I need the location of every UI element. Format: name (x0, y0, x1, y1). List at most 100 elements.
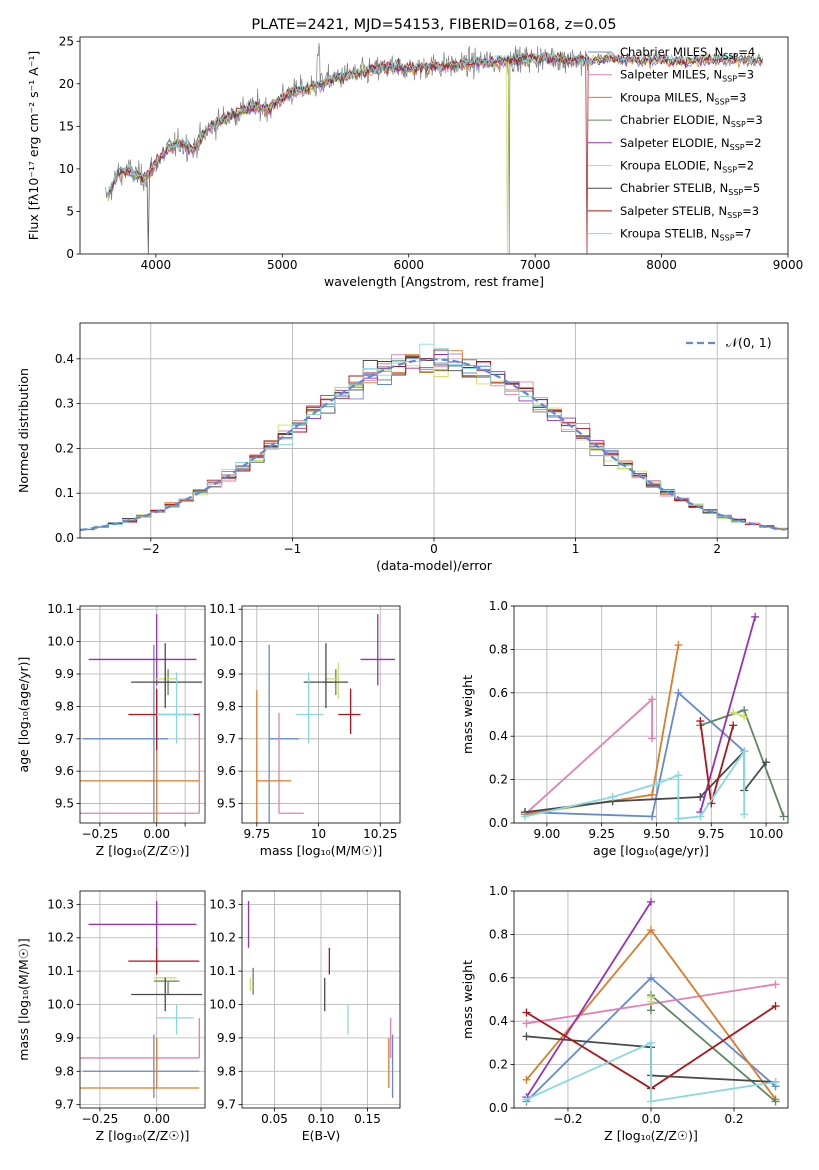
grid-lines (80, 891, 205, 1108)
data-point (325, 662, 339, 699)
y-tick-label: 9.9 (55, 667, 74, 681)
x-tick-label: 9000 (773, 258, 804, 272)
axes-frame: −0.25 0.00 9.5 9.6 9.7 9.8 9.9 10.0 10.1 Z [log₁₀… (16, 602, 206, 858)
weight-marker (674, 771, 683, 780)
x-tick-label: −0.25 (81, 827, 118, 841)
model-spectrum-line (107, 51, 763, 254)
data-point (131, 643, 203, 709)
plot-area (80, 901, 203, 1098)
weight-marker (648, 790, 657, 799)
y-tick-label: 9.6 (55, 764, 74, 778)
y-tick-label: 0.8 (489, 642, 508, 656)
data-point (80, 690, 200, 823)
legend-entry: Kroupa MILES, NSSP=3 (620, 90, 746, 106)
weight-marker (647, 973, 655, 982)
weight-marker (696, 792, 705, 801)
y-tick-label: 0.4 (55, 352, 74, 366)
x-axis-label: wavelength [Angstrom, rest frame] (324, 274, 544, 289)
x-tick-label: 9.75 (698, 827, 725, 841)
weight-series-line (525, 901, 652, 1098)
data-point (153, 980, 180, 995)
y-tick-label: 10.0 (209, 998, 236, 1012)
weight-marker (674, 814, 683, 823)
plot-area (104, 43, 764, 254)
y-tick-label: 9.9 (217, 667, 236, 681)
mass-vs-metallicity-panel: −0.25 0.00 9.7 9.8 9.9 10.0 10.1 10.2 10.3 Z [log… (16, 890, 206, 1143)
weight-marker (647, 1038, 655, 1047)
weight-marker (771, 1097, 780, 1106)
chart-title: PLATE=2421, MJD=54153, FIBERID=0168, z=0… (251, 17, 616, 33)
x-tick-label: 4000 (141, 258, 172, 272)
y-tick-label: 9.5 (217, 797, 236, 811)
y-tick-label: 0.6 (489, 686, 508, 700)
weight-marker (522, 1019, 531, 1028)
x-tick-label: 0 (430, 542, 438, 556)
legend-entry: Chabrier STELIB, NSSP=5 (620, 181, 760, 197)
weight-marker (522, 1095, 531, 1104)
data-point (80, 1037, 200, 1089)
x-tick-label: 10.25 (363, 827, 397, 841)
y-tick-label: 10.0 (209, 635, 236, 649)
weight-marker (779, 812, 788, 821)
weight-series-line (524, 749, 767, 813)
y-tick-label: 9.5 (55, 797, 74, 811)
y-tick-label: 0.2 (55, 441, 74, 455)
y-tick-label: 9.8 (55, 699, 74, 713)
y-axis-label: mass weight (460, 675, 475, 754)
legend-entry: Kroupa STELIB, NSSP=7 (620, 227, 751, 243)
data-point (131, 977, 203, 1012)
axes-frame: −0.2 0.0 0.2 0.0 0.2 0.4 0.6 0.8 1.0 Z [log₁₀(Z/Z… (460, 884, 789, 1143)
axes-frame: 0.05 0.10 0.15 9.7 9.8 9.9 10.0 10.1 10.2 10.3 E(B… (209, 890, 401, 1143)
y-tick-label: 0.4 (489, 729, 508, 743)
y-tick-label: 9.7 (55, 732, 74, 746)
y-tick-label: 1.0 (489, 884, 508, 898)
y-tick-label: 10.1 (209, 964, 236, 978)
weight-series-line (526, 1041, 776, 1103)
y-tick-label: 0.0 (55, 531, 74, 545)
data-point (88, 901, 197, 948)
y-tick-label: 9.7 (55, 1098, 74, 1112)
y-tick-label: 10 (59, 162, 74, 176)
x-tick-label: 10 (311, 827, 326, 841)
data-point (296, 672, 324, 744)
y-tick-label: 10.0 (47, 635, 74, 649)
weight-marker (729, 708, 738, 717)
legend-entry: Chabrier MILES, NSSP=4 (620, 45, 755, 61)
weight-marker (751, 612, 760, 621)
y-tick-label: 9.9 (55, 1031, 74, 1045)
plot-area (80, 614, 203, 823)
plot-area (80, 343, 788, 532)
y-tick-label: 9.9 (217, 1031, 236, 1045)
legend-entry: Chabrier ELODIE, NSSP=3 (620, 113, 763, 129)
y-tick-label: 20 (59, 77, 74, 91)
y-tick-label: 0.1 (55, 486, 74, 500)
y-axis-label: age [log₁₀(age/yr)] (16, 657, 31, 773)
weight-series-line (699, 616, 756, 813)
y-tick-label: 9.8 (55, 1064, 74, 1078)
spectrum-panel: 4000 5000 6000 7000 8000 9000 0 5 10 15 20 25 wavele… (26, 17, 803, 289)
x-tick-label: 0.00 (143, 1112, 170, 1126)
mass-vs-extinction-panel: 0.05 0.10 0.15 9.7 9.8 9.9 10.0 10.1 10.2 10.3 E(B… (209, 890, 401, 1143)
y-tick-label: 10.1 (209, 602, 236, 616)
axes-border (513, 605, 789, 824)
weight-marker (647, 1097, 655, 1106)
y-tick-label: 9.8 (217, 699, 236, 713)
y-tick-label: 0.8 (489, 927, 508, 941)
y-tick-label: 10.2 (47, 931, 74, 945)
axes-frame: −2 −1 0 1 2 0.0 0.1 0.2 0.3 0.4 (data-model)/error… (16, 322, 789, 573)
weight-marker (652, 779, 661, 788)
y-tick-label: 0.3 (55, 397, 74, 411)
y-axis-label: mass weight (460, 960, 475, 1039)
weight-vs-age-panel: 9.00 9.25 9.50 9.75 10.00 0.0 0.2 0.4 0.6 0.8 1.0 a… (460, 599, 789, 858)
axes-frame: 9.00 9.25 9.50 9.75 10.00 0.0 0.2 0.4 0.6 0.8 1.0 a… (460, 599, 789, 858)
data-point (268, 644, 299, 823)
data-point (128, 688, 200, 751)
weight-marker (648, 695, 657, 704)
y-axis-label: mass [log₁₀(M/M☉)] (16, 938, 31, 1060)
age-vs-metallicity-panel: −0.25 0.00 9.5 9.6 9.7 9.8 9.9 10.0 10.1 Z [log₁₀… (16, 602, 206, 858)
y-axis-label: Normed distribution (16, 368, 31, 493)
weight-marker (647, 897, 655, 906)
y-tick-label: 10.0 (47, 998, 74, 1012)
legend-entry: Kroupa ELODIE, NSSP=2 (620, 159, 754, 175)
x-tick-label: 5000 (267, 258, 298, 272)
